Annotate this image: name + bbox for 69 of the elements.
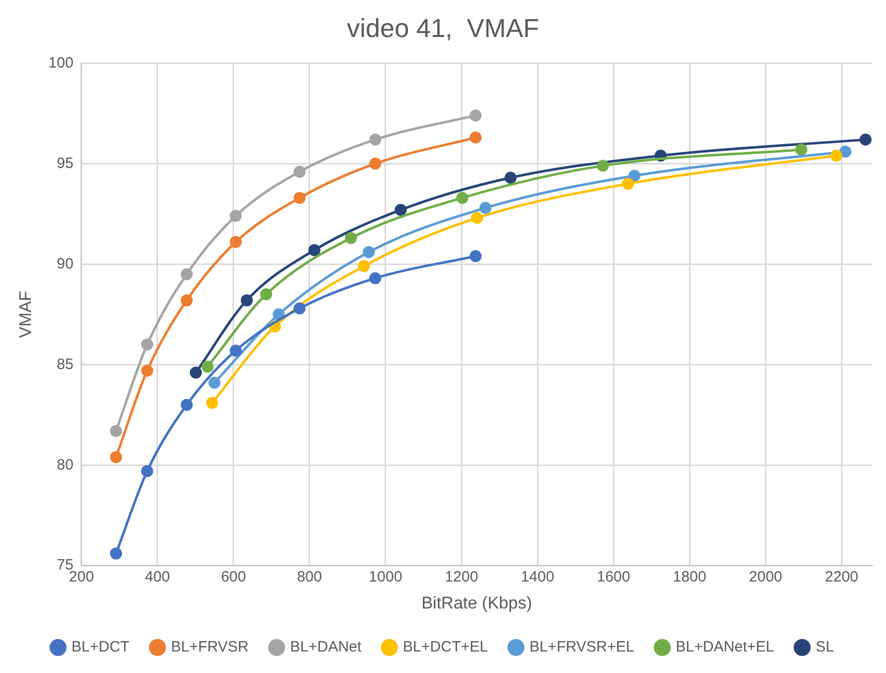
point [110, 548, 122, 560]
x-tick-label: 400 [144, 568, 170, 586]
point [180, 294, 193, 306]
point [456, 192, 468, 204]
point [369, 158, 382, 170]
point [110, 424, 122, 437]
point [394, 204, 407, 216]
point [622, 178, 634, 190]
point [240, 294, 253, 306]
legend-label: BL+DCT+EL [402, 638, 488, 656]
legend-label: BL+FRVSR [170, 638, 249, 656]
point [470, 109, 482, 122]
point [596, 160, 609, 172]
y-tick-label: 85 [56, 356, 74, 373]
point [230, 344, 242, 357]
point [190, 366, 202, 379]
point [206, 396, 218, 409]
legend-label: BL+DANet [290, 638, 362, 656]
point [202, 360, 214, 373]
x-tick-label: 800 [296, 568, 322, 586]
legend-label: SL [816, 638, 834, 656]
point [294, 192, 306, 204]
point [369, 134, 382, 146]
y-tick-label: 90 [56, 255, 74, 272]
point [308, 244, 320, 256]
point [294, 166, 306, 178]
point [141, 465, 154, 478]
y-tick-label: 80 [56, 456, 74, 474]
x-tick-label: 2200 [824, 568, 858, 586]
point [471, 212, 484, 224]
x-tick-label: 1400 [520, 568, 554, 586]
point [860, 134, 872, 146]
x-axis-title: BitRate (Kbps) [421, 593, 532, 612]
point [260, 288, 272, 300]
y-axis-title: VMAF [16, 290, 35, 338]
point [839, 146, 852, 158]
legend-label: BL+FRVSR+EL [529, 638, 634, 656]
legend-label: BL+DCT [72, 638, 130, 656]
point [369, 272, 382, 284]
point [470, 250, 482, 262]
x-tick-label: 1000 [368, 568, 402, 586]
point [230, 236, 242, 248]
point [470, 132, 482, 144]
point [110, 451, 122, 464]
x-tick-label: 600 [220, 568, 246, 586]
x-tick-label: 1200 [444, 568, 478, 586]
point [504, 172, 517, 184]
point [479, 202, 492, 214]
point [344, 232, 357, 244]
x-tick-label: 1600 [596, 568, 630, 586]
x-tick-label: 2000 [748, 568, 782, 586]
point [294, 302, 306, 314]
point [362, 246, 375, 258]
point [628, 170, 640, 182]
x-tick-label: 1800 [672, 568, 706, 586]
x-tick-label: 200 [68, 568, 94, 586]
point [180, 268, 193, 280]
point [180, 398, 193, 411]
y-tick-label: 95 [56, 154, 74, 172]
point [230, 210, 242, 222]
point [141, 338, 154, 351]
chart-title: video 41, VMAF [346, 12, 540, 43]
y-tick-label: 100 [48, 54, 74, 72]
legend-label: BL+DANet+EL [676, 638, 774, 656]
point [830, 150, 842, 162]
point [358, 260, 370, 272]
point [208, 376, 220, 389]
point [795, 144, 808, 156]
point [141, 364, 154, 377]
